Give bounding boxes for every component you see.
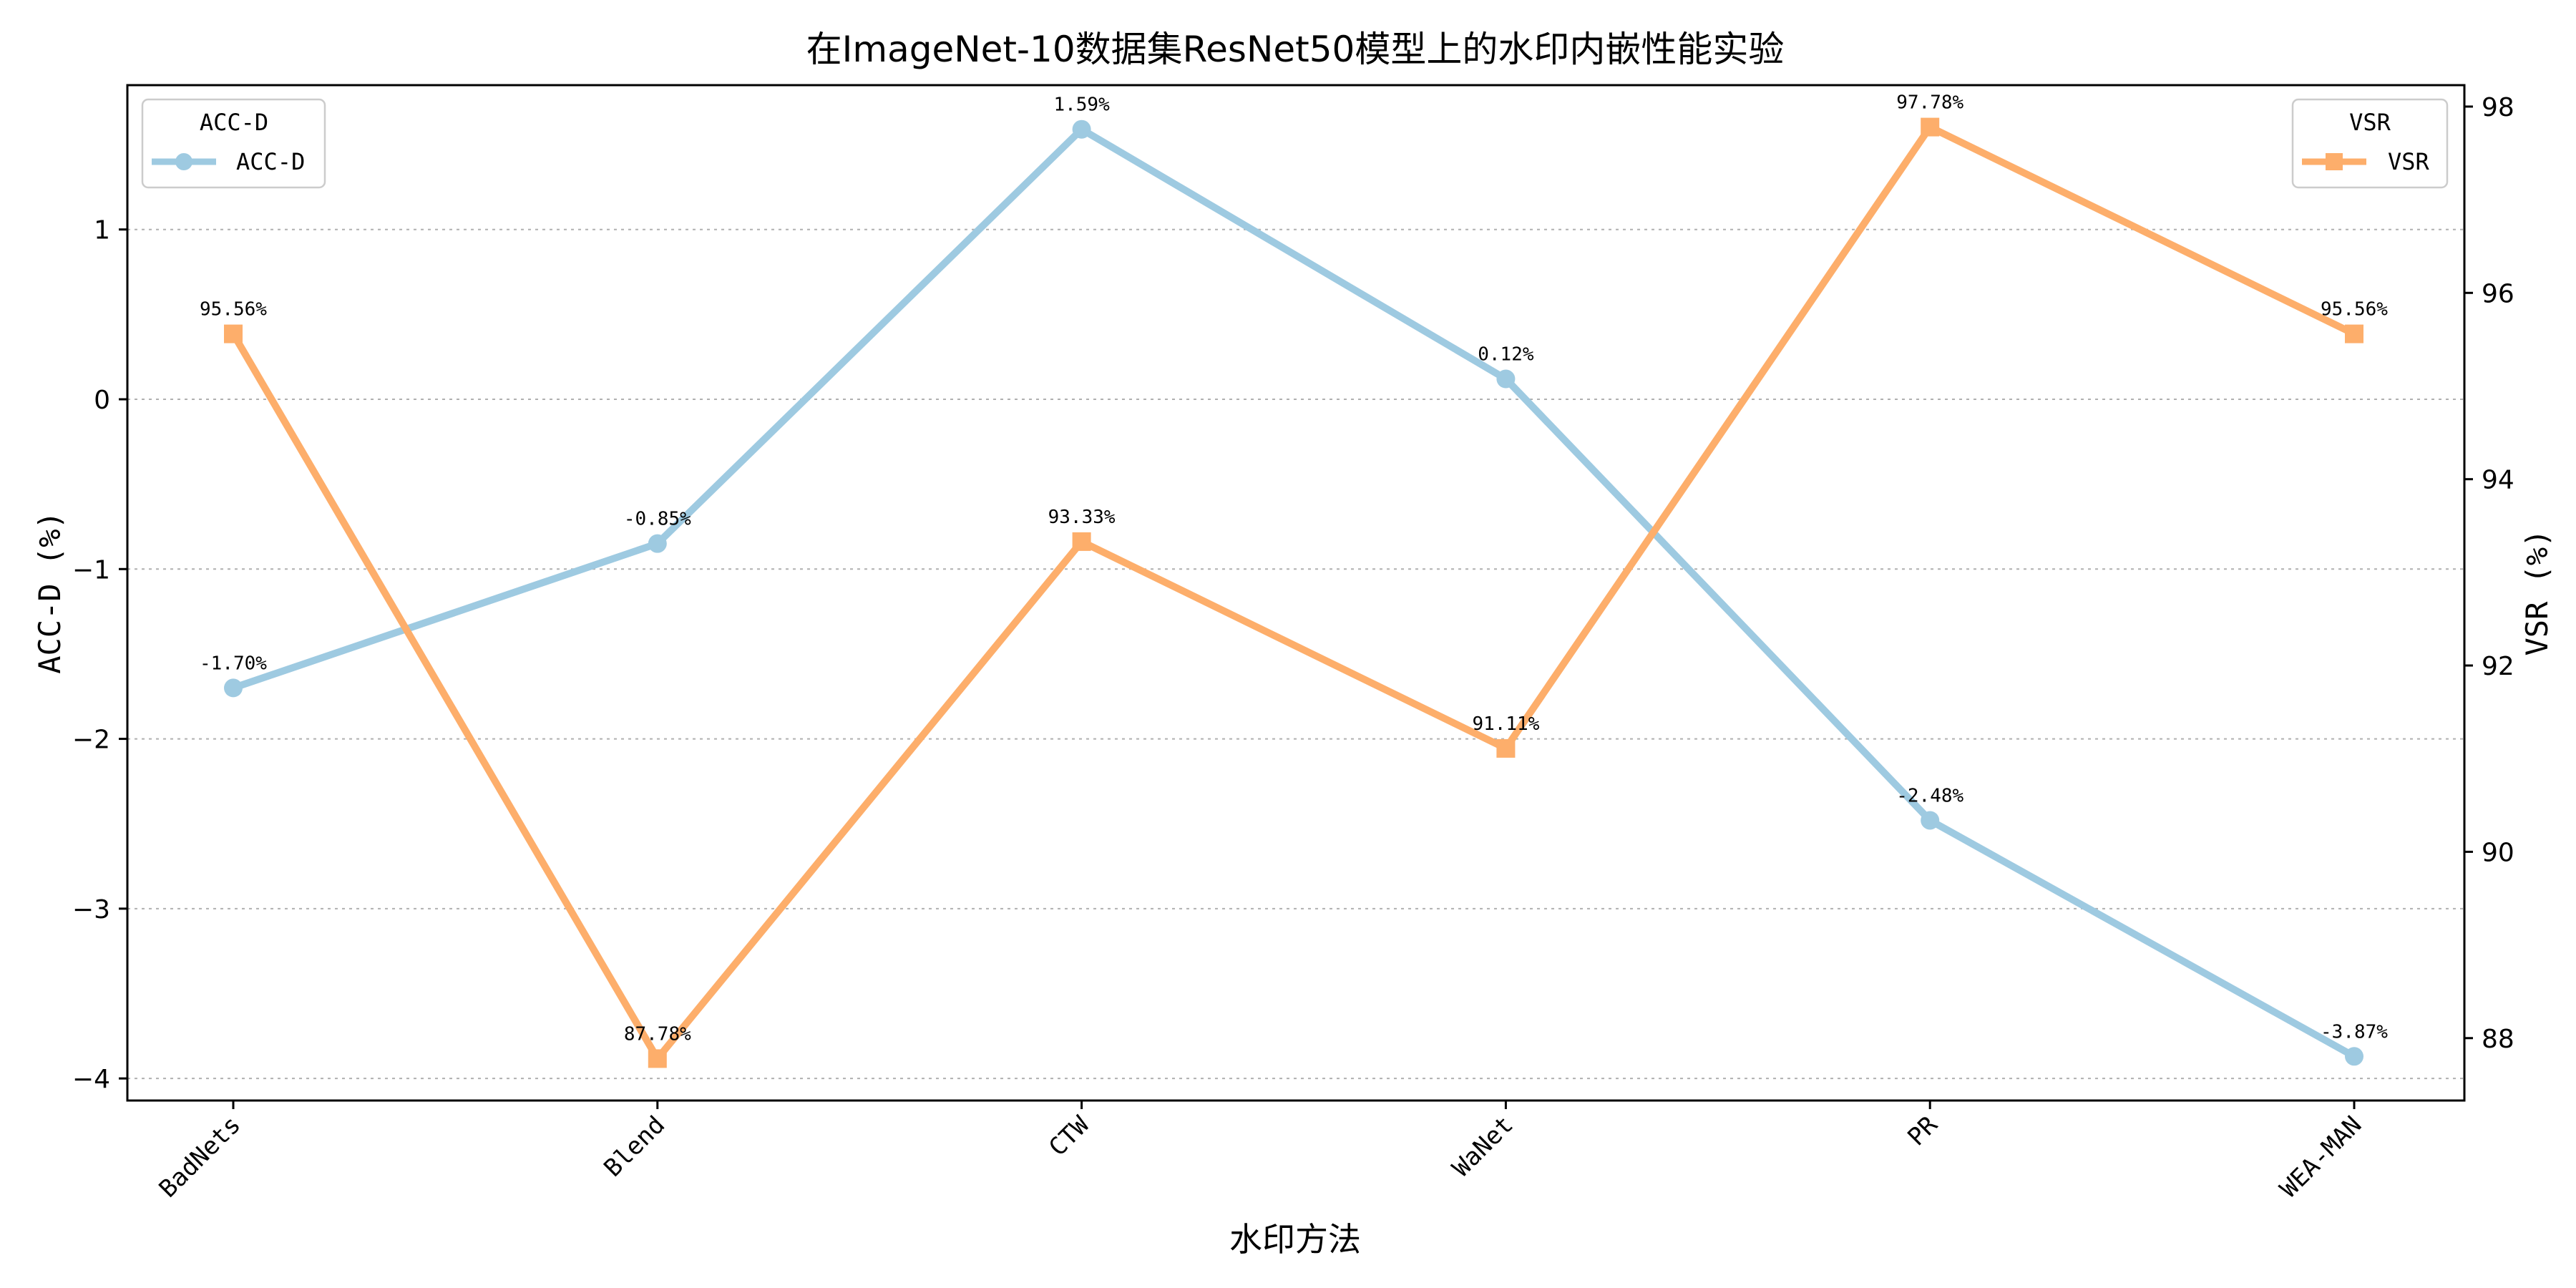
series-marker-vsr [224,324,243,343]
data-label-vsr: 93.33% [1048,507,1116,528]
x-tick-label: CTW [1043,1111,1095,1162]
legend-vsr: VSR VSR [2291,98,2449,189]
data-label-acc-d: -2.48% [1896,785,1963,806]
x-axis: BadNets Blend CTW WaNet PR WEA-MAN [154,1101,2368,1204]
y-left-tick-label: −1 [72,555,110,585]
x-tick-label: Blend [599,1111,671,1183]
y-right-tick-label: 88 [2482,1025,2514,1054]
series-marker-acc-d [1072,119,1091,139]
y-left-tick-label: 1 [94,216,110,245]
series-marker-vsr [2345,324,2363,343]
series-marker-vsr [1496,738,1516,758]
data-label-acc-d: -3.87% [2321,1021,2388,1043]
chart-title: 在ImageNet-10数据集ResNet50模型上的水印内嵌性能实验 [806,29,1785,70]
series-line-vsr [230,123,2358,1063]
y-left-tick-label: −4 [72,1065,110,1094]
x-tick-label: WaNet [1447,1111,1519,1183]
plot-area-frame [126,84,2466,1102]
series-marker-acc-d [224,678,243,698]
series-marker-vsr [1921,117,1940,137]
y-axis-left-label: ACC-D (%) [32,511,67,674]
series-marker-acc-d [648,534,667,553]
x-tick-label: BadNets [154,1111,247,1204]
series-markers [224,117,2363,1068]
legend-swatch-marker [2326,153,2343,170]
data-label-vsr: 97.78% [1896,92,1963,114]
legend-title: ACC-D [200,109,268,136]
series-line-acc-d [230,125,2358,1060]
y-axis-right: 88 90 92 94 96 98 [2464,93,2514,1054]
legend-entry: VSR [2388,148,2430,175]
series-marker-acc-d [1496,369,1516,389]
y-right-tick-label: 94 [2482,466,2514,495]
data-label-acc-d: 0.12% [1478,344,1534,366]
y-left-tick-label: −3 [72,895,110,924]
legend-title: VSR [2349,109,2391,136]
data-label-vsr: 95.56% [2321,299,2388,321]
y-right-tick-label: 92 [2482,652,2514,681]
series-marker-acc-d [2345,1047,2363,1066]
data-label-acc-d: 1.59% [1053,94,1110,116]
y-right-tick-label: 96 [2482,279,2514,308]
y-right-tick-label: 98 [2482,93,2514,122]
legend-entry: ACC-D [236,148,305,175]
x-axis-label: 水印方法 [1229,1220,1361,1259]
series-marker-acc-d [1921,811,1940,830]
data-label-acc-d: -1.70% [200,653,267,674]
y-left-tick-label: 0 [94,386,110,415]
y-right-tick-label: 90 [2482,838,2514,867]
series-marker-vsr [648,1049,667,1068]
data-labels: -1.70% -0.85% 1.59% 0.12% -2.48% -3.87% 95.56%… [200,92,2388,1045]
x-tick-label: PR [1902,1111,1943,1152]
data-label-vsr: 91.11% [1472,713,1539,735]
data-label-acc-d: -0.85% [624,509,691,530]
grid-lines [127,228,2464,1080]
data-label-vsr: 87.78% [624,1023,691,1045]
legend-acc-d: ACC-D ACC-D [141,98,326,189]
legend-swatch-marker [175,153,192,170]
x-tick-label: WEA-MAN [2275,1111,2368,1204]
y-axis-right-label: VSR (%) [2519,529,2555,655]
y-axis-left: −4 −3 −2 −1 0 1 [72,216,127,1094]
series-marker-vsr [1072,532,1091,551]
y-left-tick-label: −2 [72,726,110,755]
series-lines [230,123,2358,1063]
data-label-vsr: 95.56% [200,299,267,321]
